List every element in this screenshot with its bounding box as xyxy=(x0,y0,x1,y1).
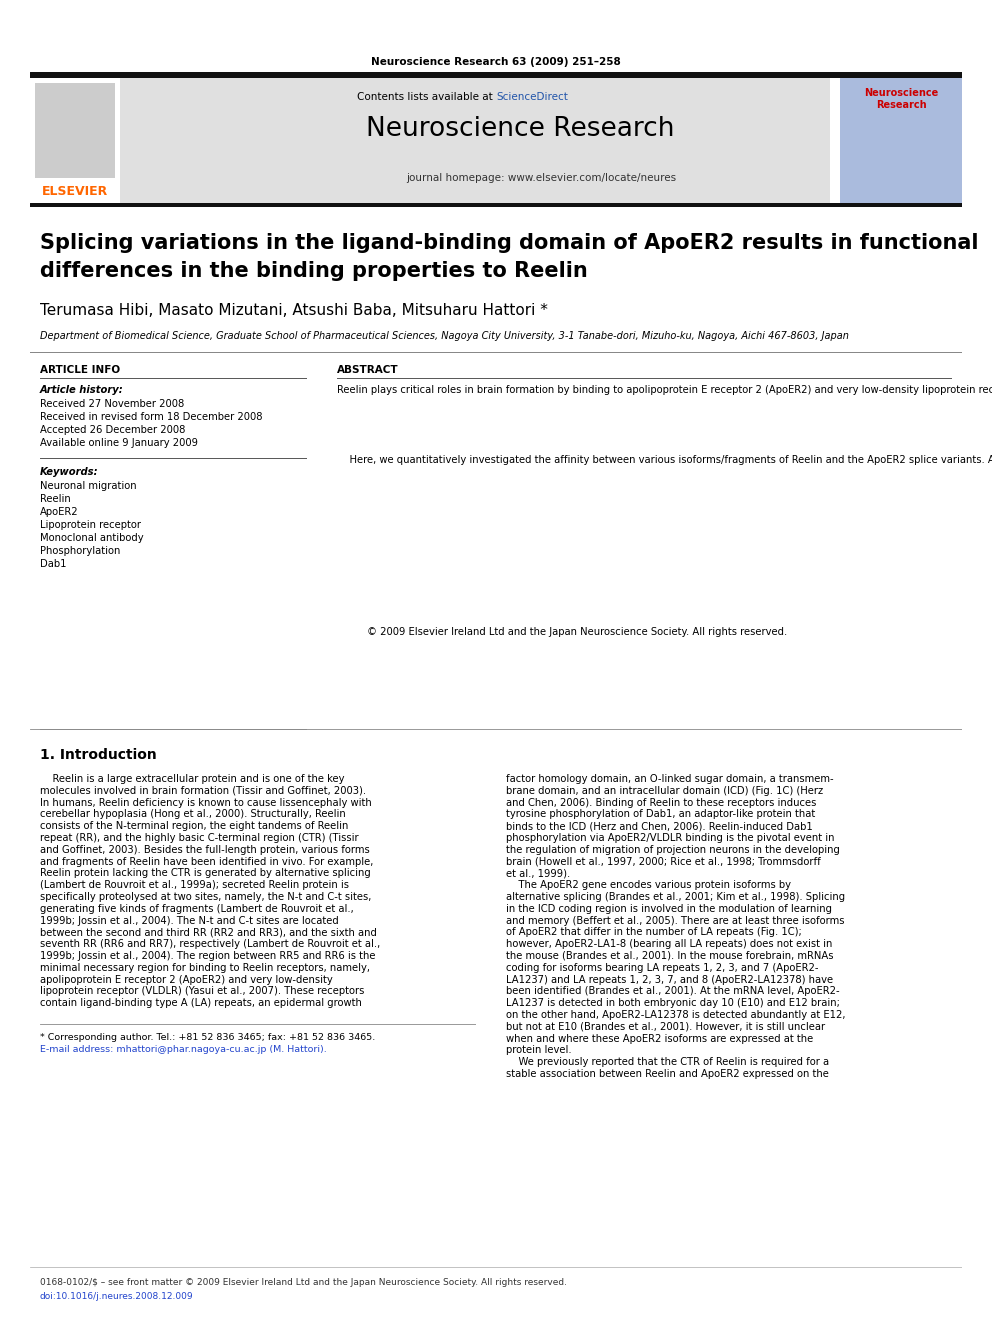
Text: been identified (Brandes et al., 2001). At the mRNA level, ApoER2-: been identified (Brandes et al., 2001). … xyxy=(506,987,839,996)
Text: minimal necessary region for binding to Reelin receptors, namely,: minimal necessary region for binding to … xyxy=(40,963,370,972)
Text: Splicing variations in the ligand-binding domain of ApoER2 results in functional: Splicing variations in the ligand-bindin… xyxy=(40,233,978,253)
Text: Neuroscience Research 63 (2009) 251–258: Neuroscience Research 63 (2009) 251–258 xyxy=(371,57,621,67)
Text: Contents lists available at: Contents lists available at xyxy=(357,93,496,102)
Text: coding for isoforms bearing LA repeats 1, 2, 3, and 7 (ApoER2-: coding for isoforms bearing LA repeats 1… xyxy=(506,963,818,972)
Text: specifically proteolysed at two sites, namely, the N-t and C-t sites,: specifically proteolysed at two sites, n… xyxy=(40,892,371,902)
Text: Received 27 November 2008: Received 27 November 2008 xyxy=(40,400,185,409)
Text: of ApoER2 that differ in the number of LA repeats (Fig. 1C);: of ApoER2 that differ in the number of L… xyxy=(506,927,802,938)
Text: tyrosine phosphorylation of Dab1, an adaptor-like protein that: tyrosine phosphorylation of Dab1, an ada… xyxy=(506,810,815,819)
Text: Reelin protein lacking the CTR is generated by alternative splicing: Reelin protein lacking the CTR is genera… xyxy=(40,868,371,878)
Text: brain (Howell et al., 1997, 2000; Rice et al., 1998; Trommsdorff: brain (Howell et al., 1997, 2000; Rice e… xyxy=(506,856,820,867)
Text: In humans, Reelin deficiency is known to cause lissencephaly with: In humans, Reelin deficiency is known to… xyxy=(40,798,372,807)
Text: doi:10.1016/j.neures.2008.12.009: doi:10.1016/j.neures.2008.12.009 xyxy=(40,1293,193,1301)
Text: LA1237) and LA repeats 1, 2, 3, 7, and 8 (ApoER2-LA12378) have: LA1237) and LA repeats 1, 2, 3, 7, and 8… xyxy=(506,975,833,984)
Text: the mouse (Brandes et al., 2001). In the mouse forebrain, mRNAs: the mouse (Brandes et al., 2001). In the… xyxy=(506,951,833,960)
Text: 1999b; Jossin et al., 2004). The N-t and C-t sites are located: 1999b; Jossin et al., 2004). The N-t and… xyxy=(40,916,338,926)
Text: but not at E10 (Brandes et al., 2001). However, it is still unclear: but not at E10 (Brandes et al., 2001). H… xyxy=(506,1021,825,1032)
Text: between the second and third RR (RR2 and RR3), and the sixth and: between the second and third RR (RR2 and… xyxy=(40,927,377,938)
Text: ApoER2: ApoER2 xyxy=(40,507,78,517)
Text: Neuronal migration: Neuronal migration xyxy=(40,482,137,491)
Text: journal homepage: www.elsevier.com/locate/neures: journal homepage: www.elsevier.com/locat… xyxy=(406,173,677,183)
Text: in the ICD coding region is involved in the modulation of learning: in the ICD coding region is involved in … xyxy=(506,904,832,914)
Text: alternative splicing (Brandes et al., 2001; Kim et al., 1998). Splicing: alternative splicing (Brandes et al., 20… xyxy=(506,892,845,902)
Text: Reelin is a large extracellular protein and is one of the key: Reelin is a large extracellular protein … xyxy=(40,774,344,785)
Text: Received in revised form 18 December 2008: Received in revised form 18 December 200… xyxy=(40,411,263,422)
Text: * Corresponding author. Tel.: +81 52 836 3465; fax: +81 52 836 3465.: * Corresponding author. Tel.: +81 52 836… xyxy=(40,1033,375,1043)
Text: Monoclonal antibody: Monoclonal antibody xyxy=(40,533,144,542)
Text: and fragments of Reelin have been identified in vivo. For example,: and fragments of Reelin have been identi… xyxy=(40,856,373,867)
Text: cerebellar hypoplasia (Hong et al., 2000). Structurally, Reelin: cerebellar hypoplasia (Hong et al., 2000… xyxy=(40,810,346,819)
Text: however, ApoER2-LA1-8 (bearing all LA repeats) does not exist in: however, ApoER2-LA1-8 (bearing all LA re… xyxy=(506,939,832,949)
Text: Department of Biomedical Science, Graduate School of Pharmaceutical Sciences, Na: Department of Biomedical Science, Gradua… xyxy=(40,331,849,341)
Text: Phosphorylation: Phosphorylation xyxy=(40,546,120,556)
Text: differences in the binding properties to Reelin: differences in the binding properties to… xyxy=(40,261,587,280)
Text: molecules involved in brain formation (Tissir and Goffinet, 2003).: molecules involved in brain formation (T… xyxy=(40,786,366,796)
Text: when and where these ApoER2 isoforms are expressed at the: when and where these ApoER2 isoforms are… xyxy=(506,1033,813,1044)
Text: and Goffinet, 2003). Besides the full-length protein, various forms: and Goffinet, 2003). Besides the full-le… xyxy=(40,845,370,855)
Text: The ApoER2 gene encodes various protein isoforms by: The ApoER2 gene encodes various protein … xyxy=(506,880,791,890)
Text: brane domain, and an intracellular domain (ICD) (Fig. 1C) (Herz: brane domain, and an intracellular domai… xyxy=(506,786,823,796)
Text: Reelin plays critical roles in brain formation by binding to apolipoprotein E re: Reelin plays critical roles in brain for… xyxy=(337,385,992,396)
Text: Reelin: Reelin xyxy=(40,493,70,504)
Text: 0168-0102/$ – see front matter © 2009 Elsevier Ireland Ltd and the Japan Neurosc: 0168-0102/$ – see front matter © 2009 El… xyxy=(40,1278,567,1287)
Text: Lipoprotein receptor: Lipoprotein receptor xyxy=(40,520,141,531)
Text: 1999b; Jossin et al., 2004). The region between RR5 and RR6 is the: 1999b; Jossin et al., 2004). The region … xyxy=(40,951,376,960)
Text: Article history:: Article history: xyxy=(40,385,124,396)
Text: LA1237 is detected in both embryonic day 10 (E10) and E12 brain;: LA1237 is detected in both embryonic day… xyxy=(506,998,840,1008)
Text: Accepted 26 December 2008: Accepted 26 December 2008 xyxy=(40,425,186,435)
Text: protein level.: protein level. xyxy=(506,1045,571,1056)
Text: repeat (RR), and the highly basic C-terminal region (CTR) (Tissir: repeat (RR), and the highly basic C-term… xyxy=(40,833,359,843)
Text: Available online 9 January 2009: Available online 9 January 2009 xyxy=(40,438,198,448)
Text: stable association between Reelin and ApoER2 expressed on the: stable association between Reelin and Ap… xyxy=(506,1069,829,1080)
Text: and Chen, 2006). Binding of Reelin to these receptors induces: and Chen, 2006). Binding of Reelin to th… xyxy=(506,798,816,807)
Text: We previously reported that the CTR of Reelin is required for a: We previously reported that the CTR of R… xyxy=(506,1057,829,1068)
Text: © 2009 Elsevier Ireland Ltd and the Japan Neuroscience Society. All rights reser: © 2009 Elsevier Ireland Ltd and the Japa… xyxy=(367,627,788,636)
Text: phosphorylation via ApoER2/VLDLR binding is the pivotal event in: phosphorylation via ApoER2/VLDLR binding… xyxy=(506,833,834,843)
Text: Neuroscience Research: Neuroscience Research xyxy=(366,116,675,142)
Text: 1. Introduction: 1. Introduction xyxy=(40,747,157,762)
Text: generating five kinds of fragments (Lambert de Rouvroit et al.,: generating five kinds of fragments (Lamb… xyxy=(40,904,354,914)
Text: et al., 1999).: et al., 1999). xyxy=(506,868,570,878)
Text: and memory (Beffert et al., 2005). There are at least three isoforms: and memory (Beffert et al., 2005). There… xyxy=(506,916,844,926)
Text: the regulation of migration of projection neurons in the developing: the regulation of migration of projectio… xyxy=(506,845,840,855)
Text: Keywords:: Keywords: xyxy=(40,467,98,478)
Text: Neuroscience
Research: Neuroscience Research xyxy=(864,89,938,110)
Text: E-mail address: mhattori@phar.nagoya-cu.ac.jp (M. Hattori).: E-mail address: mhattori@phar.nagoya-cu.… xyxy=(40,1045,326,1054)
Text: Terumasa Hibi, Masato Mizutani, Atsushi Baba, Mitsuharu Hattori *: Terumasa Hibi, Masato Mizutani, Atsushi … xyxy=(40,303,548,318)
Text: Dab1: Dab1 xyxy=(40,560,66,569)
Text: contain ligand-binding type A (LA) repeats, an epidermal growth: contain ligand-binding type A (LA) repea… xyxy=(40,998,362,1008)
Text: apolipoprotein E receptor 2 (ApoER2) and very low-density: apolipoprotein E receptor 2 (ApoER2) and… xyxy=(40,975,332,984)
Text: consists of the N-terminal region, the eight tandems of Reelin: consists of the N-terminal region, the e… xyxy=(40,822,348,831)
Text: ELSEVIER: ELSEVIER xyxy=(42,185,108,198)
Text: binds to the ICD (Herz and Chen, 2006). Reelin-induced Dab1: binds to the ICD (Herz and Chen, 2006). … xyxy=(506,822,812,831)
Text: ABSTRACT: ABSTRACT xyxy=(337,365,399,374)
Text: ARTICLE INFO: ARTICLE INFO xyxy=(40,365,120,374)
Text: Here, we quantitatively investigated the affinity between various isoforms/fragm: Here, we quantitatively investigated the… xyxy=(337,455,992,464)
Text: lipoprotein receptor (VLDLR) (Yasui et al., 2007). These receptors: lipoprotein receptor (VLDLR) (Yasui et a… xyxy=(40,987,364,996)
Text: (Lambert de Rouvroit et al., 1999a); secreted Reelin protein is: (Lambert de Rouvroit et al., 1999a); sec… xyxy=(40,880,349,890)
Text: ScienceDirect: ScienceDirect xyxy=(496,93,567,102)
Text: factor homology domain, an O-linked sugar domain, a transmem-: factor homology domain, an O-linked suga… xyxy=(506,774,833,785)
Text: seventh RR (RR6 and RR7), respectively (Lambert de Rouvroit et al.,: seventh RR (RR6 and RR7), respectively (… xyxy=(40,939,380,949)
Text: on the other hand, ApoER2-LA12378 is detected abundantly at E12,: on the other hand, ApoER2-LA12378 is det… xyxy=(506,1009,845,1020)
